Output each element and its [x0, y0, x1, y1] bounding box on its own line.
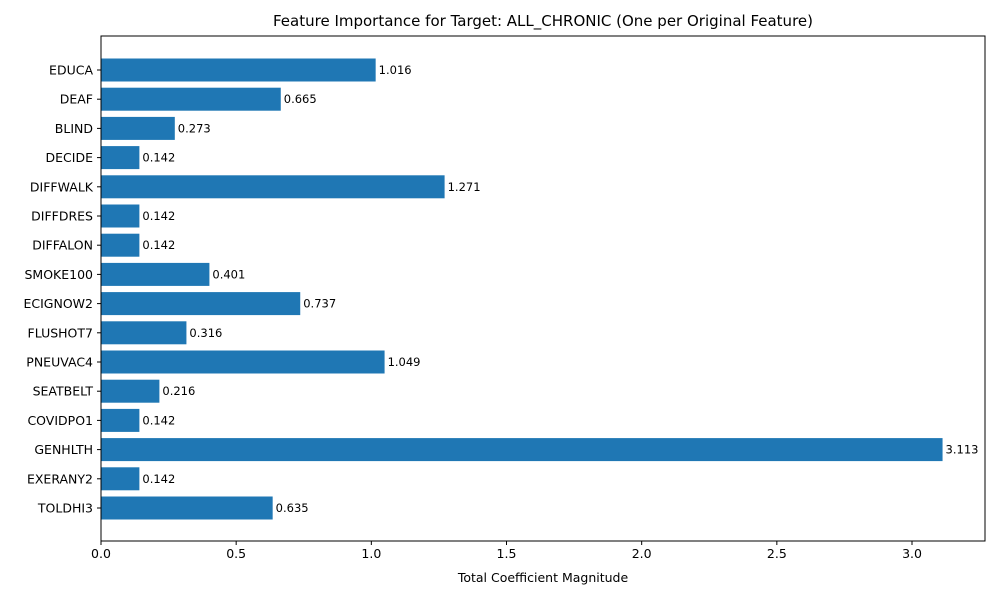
x-tick-label-0.0: 0.0: [91, 546, 111, 561]
data-label-genhlth: 3.113: [946, 443, 979, 457]
y-axis: EDUCA DEAF BLIND DECIDE DIFFWALK DIFFDRES DIFF…: [23, 63, 101, 516]
y-tick-label-diffdres: DIFFDRES: [31, 209, 93, 224]
data-label-ecignow2: 0.737: [303, 297, 336, 311]
x-tick-label-1.0: 1.0: [361, 546, 381, 561]
y-tick-label-genhlth: GENHLTH: [34, 442, 93, 457]
x-axis: 0.0 0.5 1.0 1.5 2.0 2.5 3.0: [91, 541, 922, 561]
data-label-diffalon: 0.142: [142, 238, 175, 252]
y-tick-label-decide: DECIDE: [46, 150, 94, 165]
data-label-pneuvac4: 1.049: [388, 355, 421, 369]
y-tick-label-seatbelt: SEATBELT: [33, 384, 94, 399]
bar-smoke100: [101, 262, 210, 286]
data-labels-layer: 1.016 0.665 0.273 0.142 1.271 0.142 0.142 0.401…: [142, 63, 978, 515]
data-label-flushot7: 0.316: [189, 326, 222, 340]
x-tick-label-3.0: 3.0: [902, 546, 922, 561]
y-tick-label-diffwalk: DIFFWALK: [30, 179, 94, 194]
y-tick-label-educa: EDUCA: [49, 63, 93, 78]
y-tick-label-ecignow2: ECIGNOW2: [23, 296, 93, 311]
chart-title: Feature Importance for Target: ALL_CHRON…: [273, 12, 813, 31]
bar-diffdres: [101, 204, 140, 228]
bar-flushot7: [101, 321, 187, 345]
bar-pneuvac4: [101, 350, 385, 374]
data-label-blind: 0.273: [178, 121, 211, 135]
data-label-decide: 0.142: [142, 151, 175, 165]
y-tick-label-blind: BLIND: [55, 121, 93, 136]
y-tick-label-covidpo1: COVIDPO1: [27, 413, 93, 428]
bar-deaf: [101, 87, 281, 111]
y-tick-label-diffalon: DIFFALON: [32, 238, 93, 253]
data-label-seatbelt: 0.216: [162, 384, 195, 398]
bar-blind: [101, 116, 175, 140]
y-tick-label-toldhi3: TOLDHI3: [37, 501, 93, 516]
bar-seatbelt: [101, 379, 160, 403]
bar-exerany2: [101, 467, 140, 491]
data-label-deaf: 0.665: [284, 92, 317, 106]
y-tick-label-deaf: DEAF: [60, 92, 93, 107]
bar-covidpo1: [101, 408, 140, 432]
data-label-toldhi3: 0.635: [276, 501, 309, 515]
bars-layer: [101, 58, 943, 520]
x-tick-label-2.0: 2.0: [632, 546, 652, 561]
bar-diffwalk: [101, 175, 445, 199]
x-tick-label-2.5: 2.5: [767, 546, 787, 561]
plot-frame: [100, 35, 986, 542]
data-label-exerany2: 0.142: [142, 472, 175, 486]
bar-toldhi3: [101, 496, 273, 520]
data-label-educa: 1.016: [379, 63, 412, 77]
y-tick-label-flushot7: FLUSHOT7: [28, 325, 93, 340]
x-axis-label: Total Coefficient Magnitude: [457, 570, 629, 585]
y-tick-label-smoke100: SMOKE100: [24, 267, 93, 282]
bar-genhlth: [101, 438, 943, 462]
x-tick-label-0.5: 0.5: [226, 546, 246, 561]
y-tick-label-pneuvac4: PNEUVAC4: [26, 355, 93, 370]
data-label-smoke100: 0.401: [212, 267, 245, 281]
data-label-covidpo1: 0.142: [142, 413, 175, 427]
bar-diffalon: [101, 233, 140, 257]
bar-ecignow2: [101, 292, 301, 316]
y-tick-label-exerany2: EXERANY2: [27, 471, 93, 486]
data-label-diffwalk: 1.271: [448, 180, 481, 194]
data-label-diffdres: 0.142: [142, 209, 175, 223]
bar-educa: [101, 58, 376, 82]
bar-decide: [101, 146, 140, 170]
x-tick-label-1.5: 1.5: [497, 546, 517, 561]
